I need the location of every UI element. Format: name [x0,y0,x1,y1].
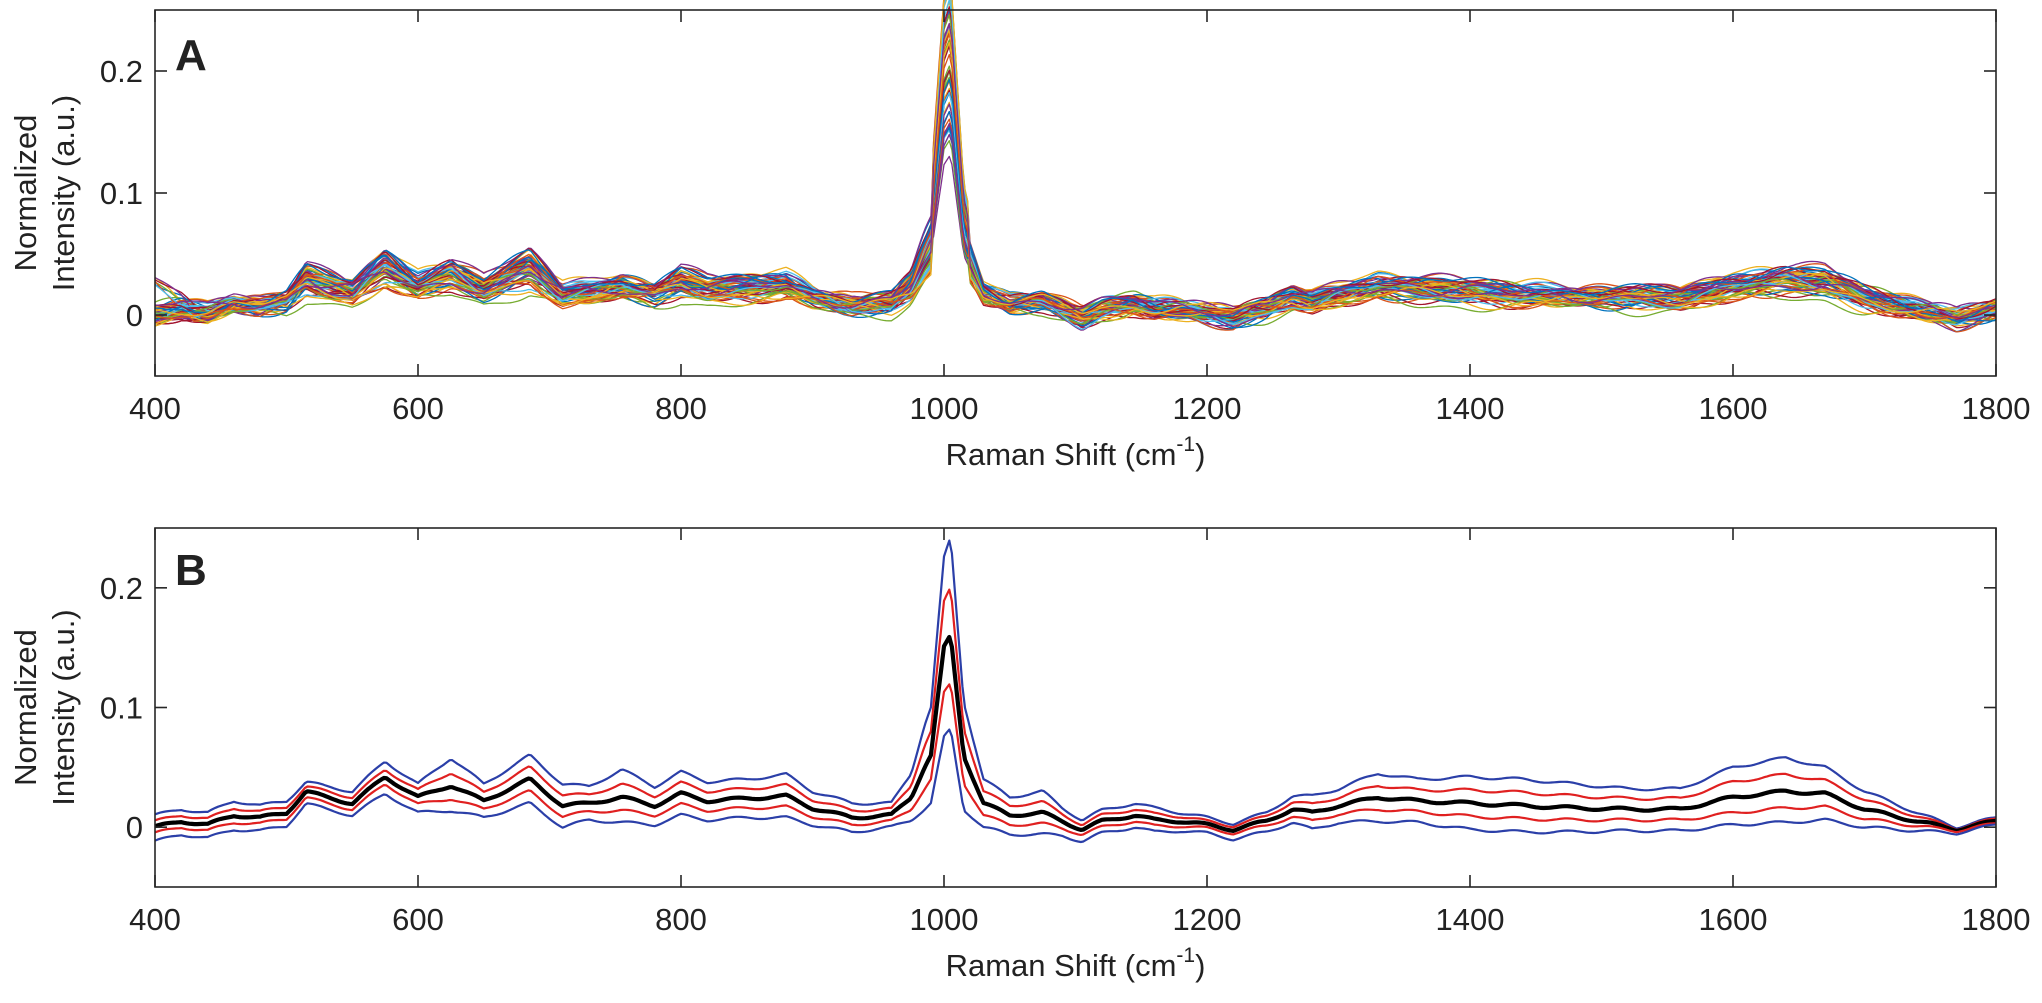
x-axis-label-sup-b: -1 [1176,944,1195,967]
x-tick-label: 400 [129,902,181,937]
x-axis-label-main-b: Raman Shift (cm [946,948,1177,983]
y-axis-label-line1-b: Normalized [8,629,43,786]
x-axis-label-tail-b: ) [1195,948,1205,983]
y-tick-label: 0.1 [100,691,143,726]
series-line-outer-lower [154,728,1997,844]
x-axis-label-tail-a: ) [1195,437,1205,472]
x-tick-label: 1200 [1173,391,1242,426]
x-axis-label-main-a: Raman Shift (cm [946,437,1177,472]
spectra-traces-b [154,539,1997,844]
y-tick-label: 0 [126,810,143,845]
x-ticks-b: 400 600 800 1000 1200 1400 1600 1800 [129,528,2030,937]
x-tick-label: 1600 [1699,391,1768,426]
x-tick-label: 1000 [910,391,979,426]
spectrum-line [155,24,1997,319]
x-tick-label: 1000 [910,902,979,937]
y-tick-label: 0.1 [100,176,143,211]
x-tick-label: 800 [655,902,707,937]
x-tick-label: 1400 [1436,902,1505,937]
panel-label-b: B [175,546,207,595]
spectrum-line [154,0,1997,317]
y-tick-label: 0.2 [100,54,143,89]
series-line-inner-lower [154,683,1997,836]
series-line-outer-upper [154,539,1997,830]
spectra-traces-a [154,0,1997,333]
x-axis-label-b: Raman Shift (cm-1) [946,944,1206,983]
y-tick-label: 0.2 [100,571,143,606]
x-tick-label: 1800 [1962,902,2031,937]
panel-label-a: A [175,31,207,80]
spectrum-line [154,14,1997,323]
y-tick-label: 0 [126,298,143,333]
x-tick-label: 400 [129,391,181,426]
spectrum-line [154,122,1997,331]
x-tick-label: 800 [655,391,707,426]
x-tick-label: 600 [392,902,444,937]
y-ticks-b: 0 0.1 0.2 [100,571,1996,845]
x-ticks-a: 400 600 800 1000 1200 1400 1600 1800 [129,10,2030,426]
y-axis-label-line2-b: Intensity (a.u.) [46,609,81,805]
x-tick-label: 1400 [1436,391,1505,426]
series-line-mean [154,634,1997,834]
panel-b: 400 600 800 1000 1200 1400 1600 1800 00.10.2 B … [8,527,2030,983]
x-tick-label: 600 [392,391,444,426]
y-ticks-a: 0 0.1 0.2 [100,54,1996,333]
y-axis-label-line1-a: Normalized [8,115,43,272]
y-axis-label-line2-a: Intensity (a.u.) [46,95,81,291]
x-tick-label: 1800 [1962,391,2031,426]
x-axis-label-a: Raman Shift (cm-1) [946,433,1206,472]
series-line-inner-upper [154,588,1997,831]
x-axis-label-sup-a: -1 [1176,433,1195,456]
panel-a: 400 600 800 1000 1200 1400 1600 1800 00.10.2 A … [8,0,2030,472]
x-tick-label: 1600 [1699,902,1768,937]
spectrum-line [154,53,1997,319]
x-tick-label: 1200 [1173,902,1242,937]
